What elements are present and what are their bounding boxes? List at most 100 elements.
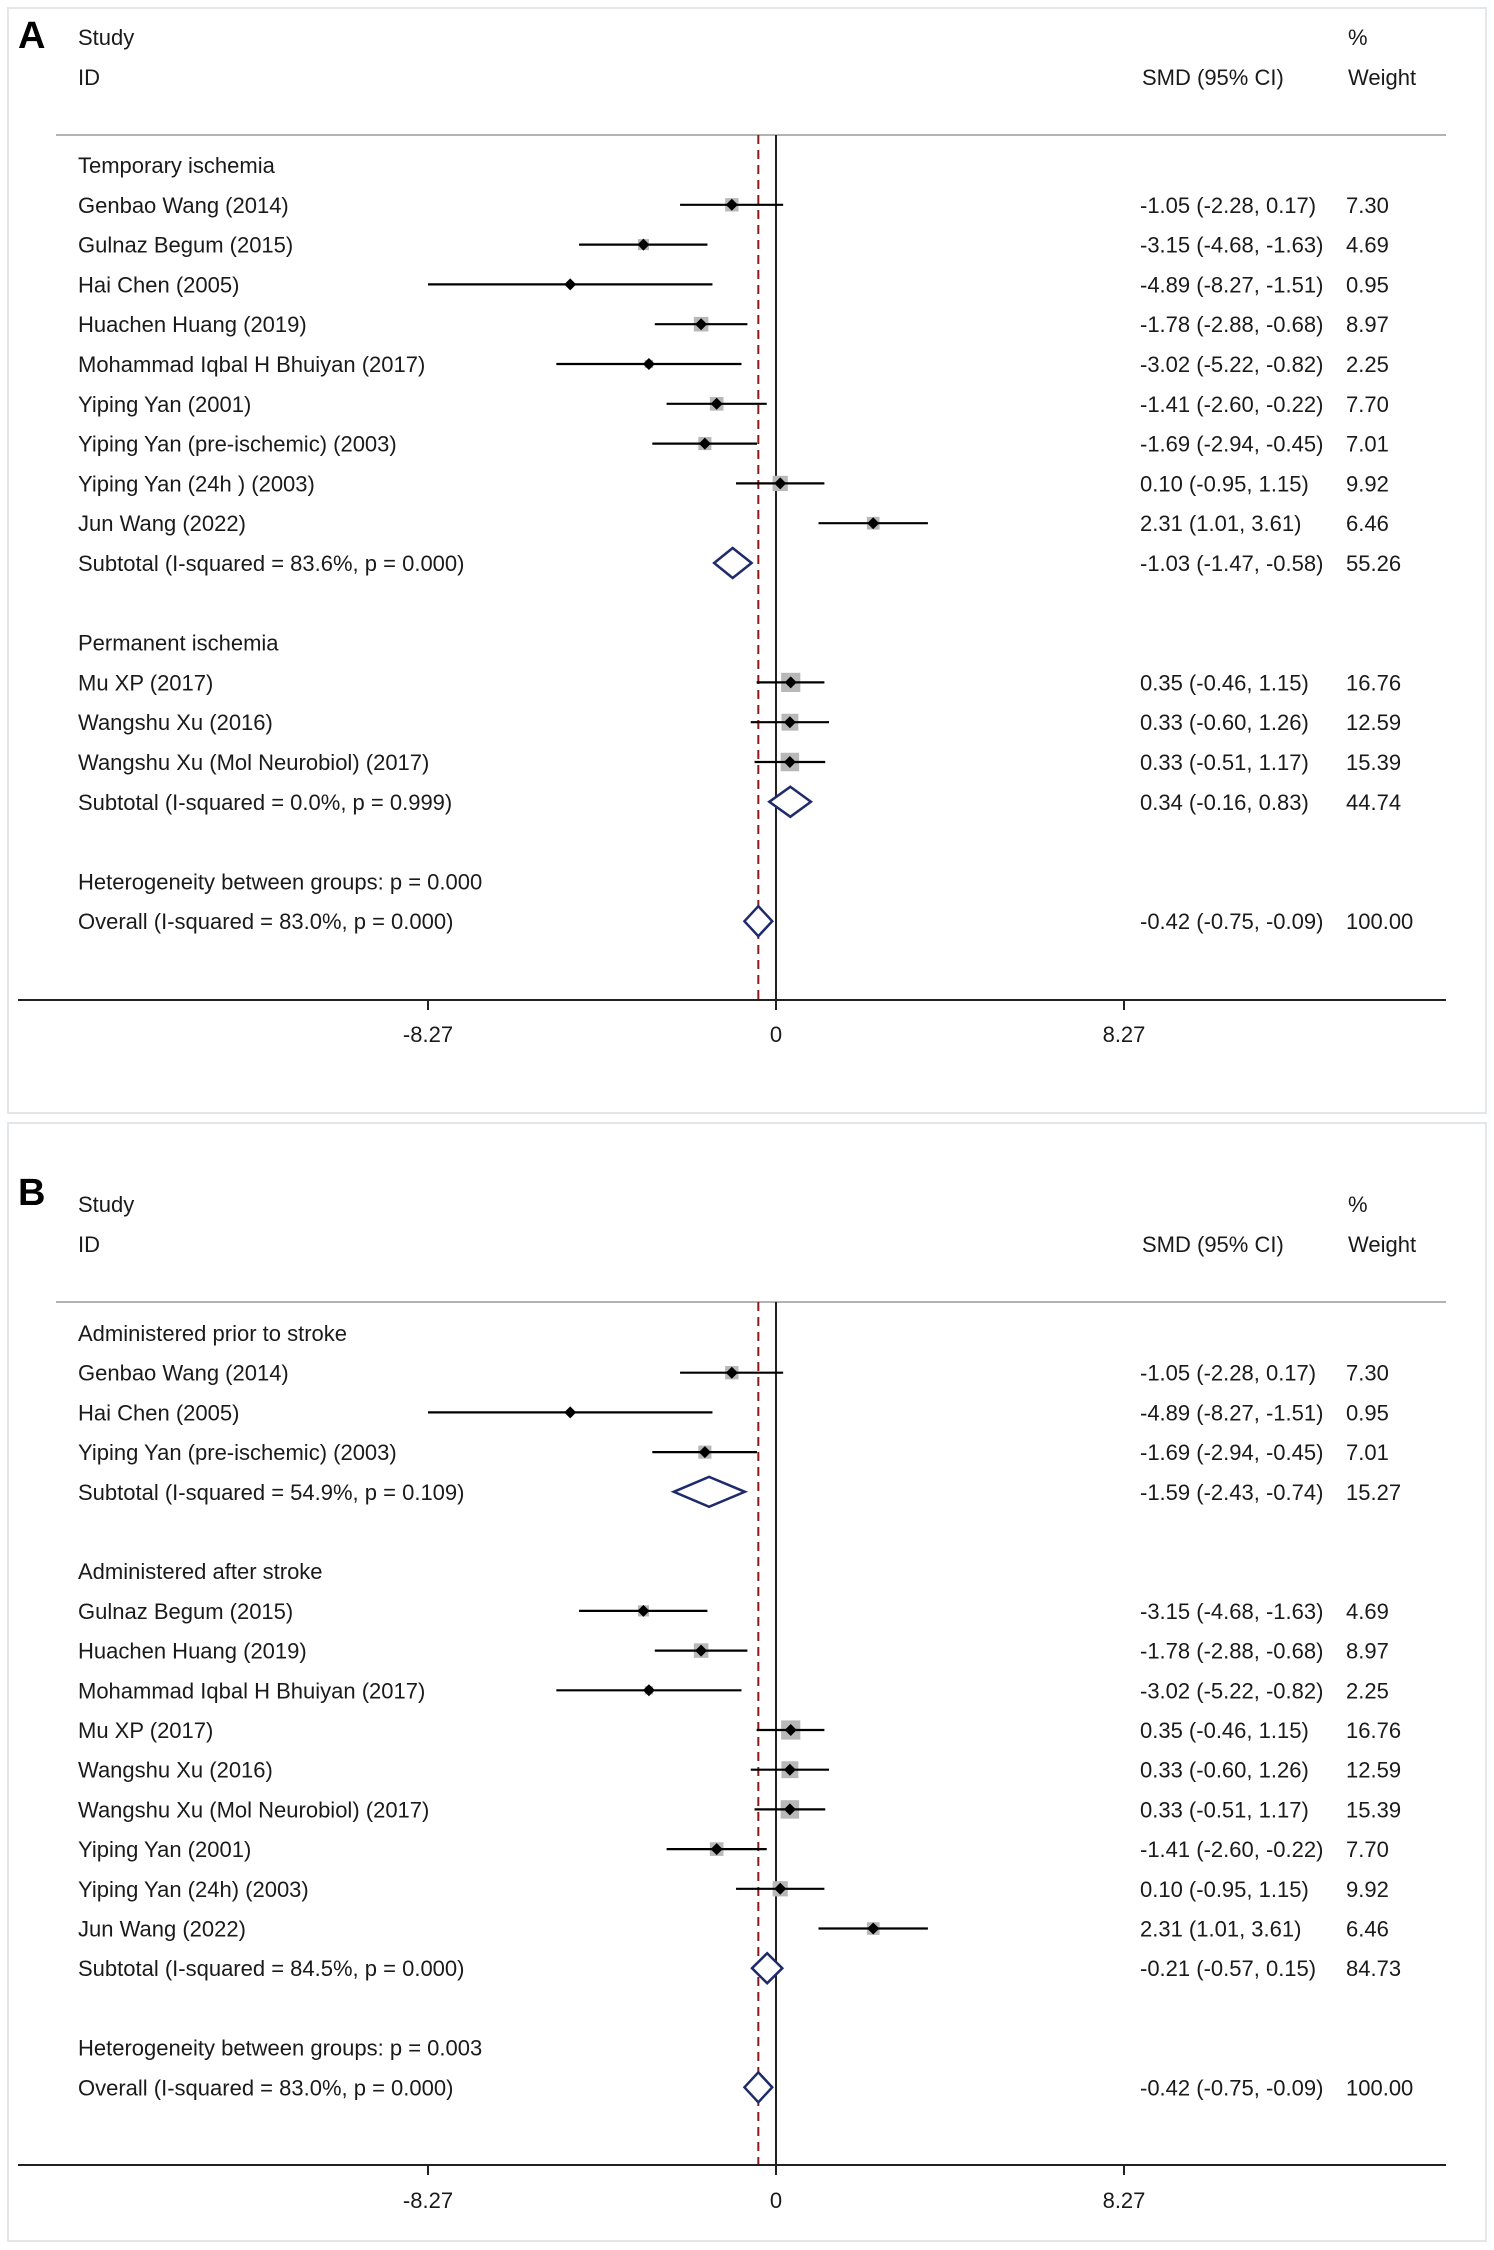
point-estimate [564, 278, 577, 291]
weight-value: 8.97 [1346, 1639, 1389, 1664]
heterogeneity-label: Heterogeneity between groups: p = 0.000 [78, 869, 482, 894]
panel-label-b: B [18, 1172, 45, 1214]
ci-value: 0.35 (-0.46, 1.15) [1140, 1718, 1309, 1743]
subtotal-label: Subtotal (I-squared = 83.6%, p = 0.000) [78, 551, 464, 576]
weight-value: 6.46 [1346, 511, 1389, 536]
panel-b-frame [7, 1122, 1487, 2242]
x-tick-label: 8.27 [1103, 2188, 1146, 2213]
weight-value: 6.46 [1346, 1917, 1389, 1942]
subtotal-label: Overall (I-squared = 83.0%, p = 0.000) [78, 909, 453, 934]
weight-value: 15.39 [1346, 1797, 1401, 1822]
weight-value: 16.76 [1346, 1718, 1401, 1743]
weight-value: 7.70 [1346, 1837, 1389, 1862]
point-estimate [564, 1406, 577, 1419]
study-label: Wangshu Xu (2016) [78, 1758, 273, 1783]
point-estimate [642, 1684, 655, 1697]
point-estimate [783, 1763, 796, 1776]
ci-value: -1.78 (-2.88, -0.68) [1140, 312, 1323, 337]
panel-a: A Study ID SMD (95% CI)% Weight -8.27 0 8.27 Tem… [0, 0, 1494, 1115]
ci-value: -1.05 (-2.28, 0.17) [1140, 1361, 1316, 1386]
header-study: Study [78, 25, 134, 50]
point-estimate [867, 517, 880, 530]
study-label: Wangshu Xu (Mol Neurobiol) (2017) [78, 750, 429, 775]
weight-value: 15.27 [1346, 1480, 1401, 1505]
x-tick-label: 0 [770, 2188, 782, 2213]
pooled-diamond [712, 546, 754, 580]
weight-value: 7.30 [1346, 193, 1389, 218]
header-study: Study [78, 1192, 134, 1217]
header-id: ID [78, 1232, 100, 1257]
weight-value: 12.59 [1346, 710, 1401, 735]
weight-value: 8.97 [1346, 312, 1389, 337]
ci-value: -0.21 (-0.57, 0.15) [1140, 1956, 1316, 1981]
point-estimate [695, 318, 708, 331]
subtotal-label: Overall (I-squared = 83.0%, p = 0.000) [78, 2075, 453, 2100]
study-label: Yiping Yan (2001) [78, 392, 251, 417]
weight-value: 4.69 [1346, 233, 1389, 258]
ci-value: -3.02 (-5.22, -0.82) [1140, 1678, 1323, 1703]
point-estimate [725, 198, 738, 211]
study-label: Genbao Wang (2014) [78, 193, 289, 218]
weight-value: 100.00 [1346, 2075, 1413, 2100]
weight-value: 44.74 [1346, 790, 1401, 815]
ci-value: 0.10 (-0.95, 1.15) [1140, 1877, 1309, 1902]
ci-value: 0.34 (-0.16, 0.83) [1140, 790, 1309, 815]
weight-value: 15.39 [1346, 750, 1401, 775]
weight-value: 100.00 [1346, 909, 1413, 934]
study-label: Hai Chen (2005) [78, 272, 239, 297]
point-estimate [642, 358, 655, 370]
point-estimate [695, 1644, 708, 1657]
ci-value: 0.33 (-0.51, 1.17) [1140, 1797, 1309, 1822]
header-percent: % [1348, 1192, 1368, 1217]
weight-value: 2.25 [1346, 1678, 1389, 1703]
ci-value: 0.33 (-0.51, 1.17) [1140, 750, 1309, 775]
group-label: Permanent ischemia [78, 631, 279, 656]
x-tick-label: -8.27 [403, 1022, 453, 1047]
point-estimate [867, 1922, 880, 1935]
subtotal-label: Subtotal (I-squared = 0.0%, p = 0.999) [78, 790, 452, 815]
point-estimate [783, 716, 796, 729]
weight-value: 0.95 [1346, 272, 1389, 297]
group-label: Administered prior to stroke [78, 1321, 347, 1346]
weight-value: 2.25 [1346, 352, 1389, 377]
ci-value: -4.89 (-8.27, -1.51) [1140, 1400, 1323, 1425]
study-label: Huachen Huang (2019) [78, 312, 307, 337]
ci-value: 2.31 (1.01, 3.61) [1140, 511, 1301, 536]
point-estimate [637, 238, 650, 251]
header-weight: Weight [1348, 65, 1416, 90]
weight-value: 84.73 [1346, 1956, 1401, 1981]
subtotal-label: Subtotal (I-squared = 84.5%, p = 0.000) [78, 1956, 464, 1981]
header-id: ID [78, 65, 100, 90]
weight-value: 7.01 [1346, 1440, 1389, 1465]
weight-value: 7.70 [1346, 392, 1389, 417]
weight-value: 7.30 [1346, 1361, 1389, 1386]
ci-value: -3.15 (-4.68, -1.63) [1140, 233, 1323, 258]
ci-value: -1.69 (-2.94, -0.45) [1140, 1440, 1323, 1465]
ci-value: 2.31 (1.01, 3.61) [1140, 1917, 1301, 1942]
ci-value: -1.78 (-2.88, -0.68) [1140, 1639, 1323, 1664]
weight-value: 0.95 [1346, 1400, 1389, 1425]
ci-value: -1.41 (-2.60, -0.22) [1140, 392, 1323, 417]
ci-value: -1.41 (-2.60, -0.22) [1140, 1837, 1323, 1862]
ci-value: -1.69 (-2.94, -0.45) [1140, 432, 1323, 457]
ci-value: 0.33 (-0.60, 1.26) [1140, 1758, 1309, 1783]
ci-value: 0.10 (-0.95, 1.15) [1140, 471, 1309, 496]
pooled-diamond [750, 1951, 785, 1985]
study-label: Yiping Yan (2001) [78, 1837, 251, 1862]
weight-value: 9.92 [1346, 1877, 1389, 1902]
point-estimate [774, 477, 787, 490]
point-estimate [637, 1604, 650, 1617]
header-percent: % [1348, 25, 1368, 50]
study-label: Wangshu Xu (Mol Neurobiol) (2017) [78, 1797, 429, 1822]
point-estimate [710, 1843, 723, 1856]
x-tick-label: 8.27 [1103, 1022, 1146, 1047]
ci-value: -3.15 (-4.68, -1.63) [1140, 1599, 1323, 1624]
point-estimate [698, 1446, 711, 1459]
pooled-diamond [670, 1475, 749, 1509]
weight-value: 16.76 [1346, 670, 1401, 695]
heterogeneity-label: Heterogeneity between groups: p = 0.003 [78, 2036, 482, 2061]
study-label: Gulnaz Begum (2015) [78, 233, 293, 258]
study-label: Genbao Wang (2014) [78, 1361, 289, 1386]
header-estimate: SMD (95% CI) [1142, 1232, 1284, 1257]
